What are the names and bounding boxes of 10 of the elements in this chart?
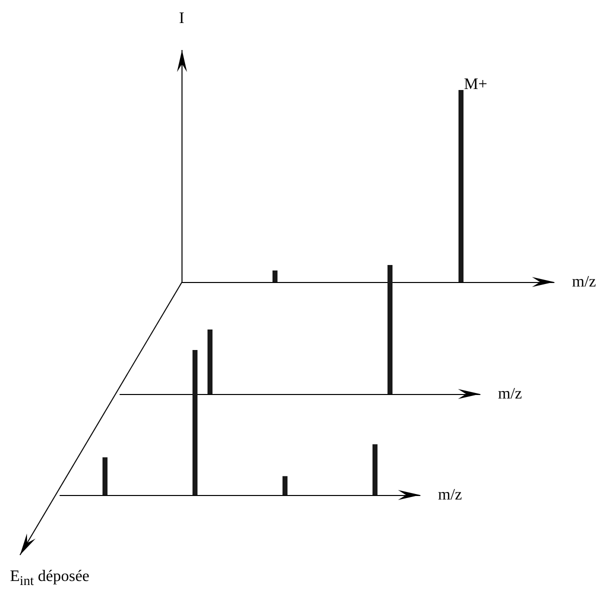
bar: [192, 350, 198, 495]
x-axis-title: m/z: [438, 486, 462, 504]
x-axis-title: m/z: [572, 274, 596, 290]
y-axis-title: I: [179, 10, 184, 28]
bar: [372, 444, 378, 495]
x-axis-title: m/z: [498, 386, 522, 402]
bar: [282, 476, 288, 495]
bar: [102, 457, 108, 495]
text: E$_{int}$ déposée: [10, 568, 90, 590]
annotation: M+: [464, 76, 488, 94]
